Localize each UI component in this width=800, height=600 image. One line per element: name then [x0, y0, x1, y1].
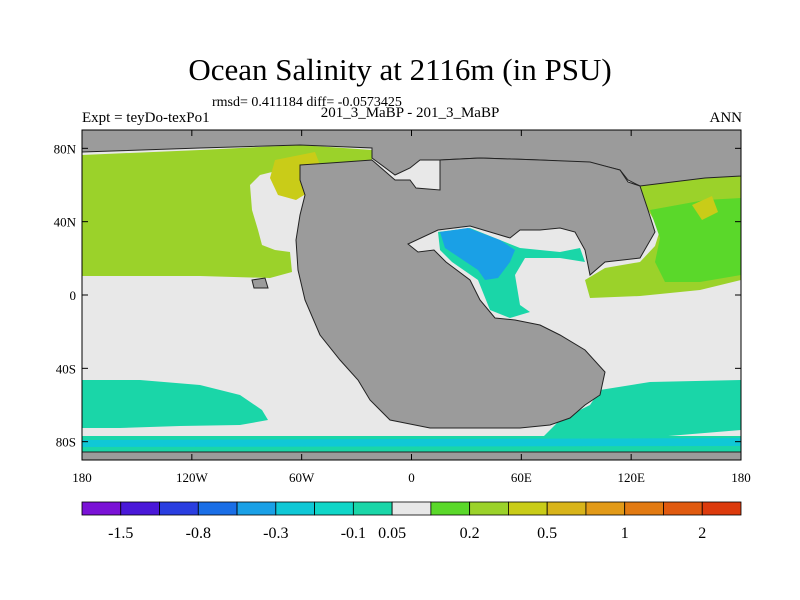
stats-label: rmsd= 0.411184 diff= -0.0573425	[212, 95, 402, 110]
colorbar: -1.5 -0.8 -0.3 -0.1 0.05 0.2 0.5 1 2	[81, 501, 742, 542]
x-tick-label: 60W	[289, 470, 315, 485]
x-tick-label: 180	[72, 470, 92, 485]
colorbar-swatch	[391, 501, 432, 516]
x-tick-label: 180	[731, 470, 751, 485]
colorbar-swatch	[546, 501, 587, 516]
colorbar-swatch	[663, 501, 703, 516]
antarctic-edge-cyan	[82, 448, 741, 452]
colorbar-label: -1.5	[108, 525, 133, 542]
colorbar-swatch	[275, 501, 315, 516]
colorbar-label: 1	[621, 525, 629, 542]
colorbar-label: 2	[698, 525, 706, 542]
colorbar-swatch	[159, 501, 199, 516]
colorbar-label: -0.1	[341, 525, 366, 542]
case-label: 201_3_MaBP - 201_3_MaBP	[320, 105, 500, 121]
experiment-label: Expt = teyDo-texPo1	[82, 110, 210, 126]
y-axis: 80N 40N 0 40S 80S	[54, 141, 741, 450]
x-tick-label: 0	[408, 470, 415, 485]
small-island	[251, 277, 269, 289]
colorbar-swatch	[469, 501, 509, 516]
colorbar-swatch	[430, 501, 471, 516]
northeast-strong-positive	[650, 198, 741, 282]
northeast-warm-patch	[692, 196, 718, 220]
colorbar-swatch	[120, 501, 160, 516]
indian-ocean-blue-region	[440, 228, 515, 280]
y-tick-label: 40S	[56, 361, 76, 376]
colorbar-swatch	[352, 501, 393, 516]
x-tick-label: 60E	[511, 470, 532, 485]
y-tick-label: 80N	[54, 141, 77, 156]
colorbar-label: 0.2	[460, 525, 480, 542]
y-tick-label: 0	[70, 288, 77, 303]
southern-ocean-indian-cyan	[540, 380, 741, 445]
colorbar-swatch	[236, 501, 277, 516]
x-tick-label: 120E	[617, 470, 645, 485]
colorbar-label: -0.3	[263, 525, 288, 542]
colorbar-label: 0.5	[537, 525, 557, 542]
colorbar-label: 0.05	[378, 525, 406, 542]
colorbar-swatch	[701, 501, 742, 516]
colorbar-swatch	[624, 501, 664, 516]
x-tick-label: 120W	[176, 470, 209, 485]
map-title: Ocean Salinity at 2116m (in PSU)	[188, 52, 612, 87]
y-tick-label: 80S	[56, 435, 76, 450]
continent-a	[295, 157, 656, 429]
colorbar-swatch	[81, 501, 122, 516]
map-fields	[82, 130, 741, 460]
x-axis: 180 120W 60W 0 60E 120E 180	[72, 130, 751, 485]
southern-ocean-pacific-cyan	[82, 380, 268, 428]
north-pacific-positive-region	[82, 145, 372, 278]
season-label: ANN	[709, 110, 743, 126]
southern-ocean-deep-cyan	[82, 438, 741, 447]
colorbar-label: -0.8	[186, 525, 211, 542]
colorbar-swatch	[585, 501, 626, 516]
colorbar-swatch	[314, 501, 354, 516]
y-tick-label: 40N	[54, 215, 77, 230]
colorbar-swatch	[508, 501, 548, 516]
colorbar-swatch	[197, 501, 238, 516]
